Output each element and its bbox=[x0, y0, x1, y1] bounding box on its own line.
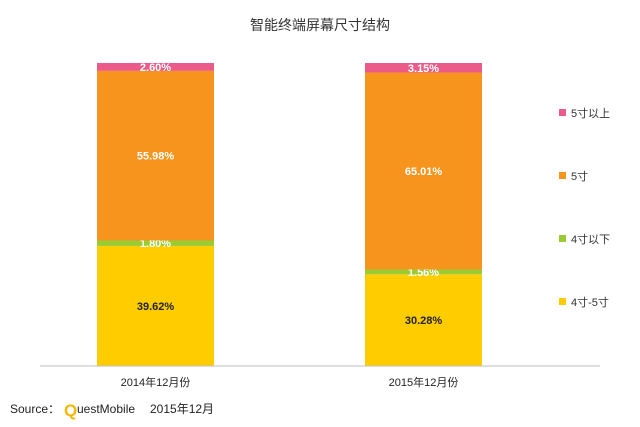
source-prefix: Source： bbox=[10, 402, 60, 416]
source-date: 2015年12月 bbox=[150, 402, 214, 416]
legend-swatch bbox=[559, 235, 566, 242]
legend-label: 4寸-5寸 bbox=[571, 295, 609, 309]
bar-segment bbox=[365, 269, 482, 275]
brand-name: uestMobile bbox=[77, 402, 135, 416]
legend-label: 5寸以上 bbox=[571, 106, 610, 120]
data-label: 65.01% bbox=[405, 166, 443, 178]
bar-segment bbox=[97, 70, 214, 241]
bar-segment bbox=[97, 245, 214, 366]
data-label: 2.60% bbox=[140, 62, 171, 74]
bar-segment bbox=[97, 63, 214, 71]
legend: 5寸以上 5寸 4寸以下 4寸-5寸 bbox=[559, 106, 610, 309]
bars-group: 39.62% 1.80% 55.98% 2.60% 30.28% 1.56% 65.01% 3… bbox=[97, 62, 482, 366]
data-label: 3.15% bbox=[408, 63, 439, 75]
legend-swatch bbox=[559, 109, 566, 116]
legend-label: 5寸 bbox=[571, 169, 588, 183]
data-label: 55.98% bbox=[137, 151, 175, 163]
bar-segment bbox=[365, 274, 482, 366]
data-label: 1.80% bbox=[140, 238, 171, 250]
chart-title: 智能终端屏幕尺寸结构 bbox=[250, 17, 390, 33]
bar-segment bbox=[97, 240, 214, 246]
brand-logo-letter: Q bbox=[64, 401, 77, 420]
data-label: 30.28% bbox=[405, 315, 443, 327]
bar-segment bbox=[365, 63, 482, 73]
data-label: 39.62% bbox=[137, 301, 175, 313]
category-labels: 2014年12月份 2015年12月份 bbox=[121, 375, 459, 389]
legend-label: 4寸以下 bbox=[571, 232, 610, 246]
source-line: Source： Q uestMobile 2015年12月 bbox=[10, 401, 214, 420]
bar-segment bbox=[365, 72, 482, 270]
data-label: 1.56% bbox=[408, 267, 439, 279]
category-label: 2014年12月份 bbox=[121, 375, 191, 389]
legend-swatch bbox=[559, 298, 566, 305]
legend-swatch bbox=[559, 172, 566, 179]
category-label: 2015年12月份 bbox=[389, 375, 459, 389]
